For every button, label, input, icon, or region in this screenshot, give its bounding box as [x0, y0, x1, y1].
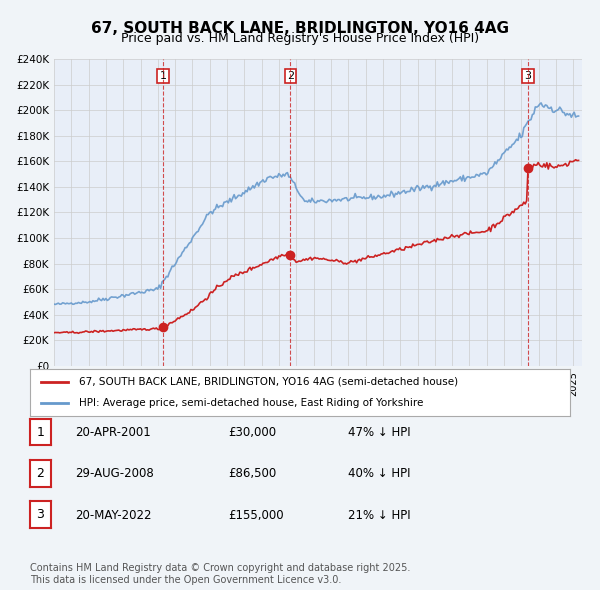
Text: £86,500: £86,500: [228, 467, 276, 480]
Text: 1: 1: [160, 71, 167, 81]
Text: 47% ↓ HPI: 47% ↓ HPI: [348, 426, 410, 439]
Text: 20-MAY-2022: 20-MAY-2022: [75, 509, 151, 522]
Text: 2: 2: [37, 467, 44, 480]
Text: 29-AUG-2008: 29-AUG-2008: [75, 467, 154, 480]
Text: 3: 3: [37, 508, 44, 522]
Text: 40% ↓ HPI: 40% ↓ HPI: [348, 467, 410, 480]
Text: £30,000: £30,000: [228, 426, 276, 439]
Text: 67, SOUTH BACK LANE, BRIDLINGTON, YO16 4AG (semi-detached house): 67, SOUTH BACK LANE, BRIDLINGTON, YO16 4…: [79, 377, 458, 387]
Text: 3: 3: [524, 71, 532, 81]
Text: 20-APR-2001: 20-APR-2001: [75, 426, 151, 439]
Text: Contains HM Land Registry data © Crown copyright and database right 2025.
This d: Contains HM Land Registry data © Crown c…: [30, 563, 410, 585]
Text: Price paid vs. HM Land Registry's House Price Index (HPI): Price paid vs. HM Land Registry's House …: [121, 32, 479, 45]
Text: £155,000: £155,000: [228, 509, 284, 522]
Text: HPI: Average price, semi-detached house, East Riding of Yorkshire: HPI: Average price, semi-detached house,…: [79, 398, 423, 408]
Text: 67, SOUTH BACK LANE, BRIDLINGTON, YO16 4AG: 67, SOUTH BACK LANE, BRIDLINGTON, YO16 4…: [91, 21, 509, 35]
Text: 21% ↓ HPI: 21% ↓ HPI: [348, 509, 410, 522]
Text: 2: 2: [287, 71, 294, 81]
Text: 1: 1: [37, 425, 44, 439]
